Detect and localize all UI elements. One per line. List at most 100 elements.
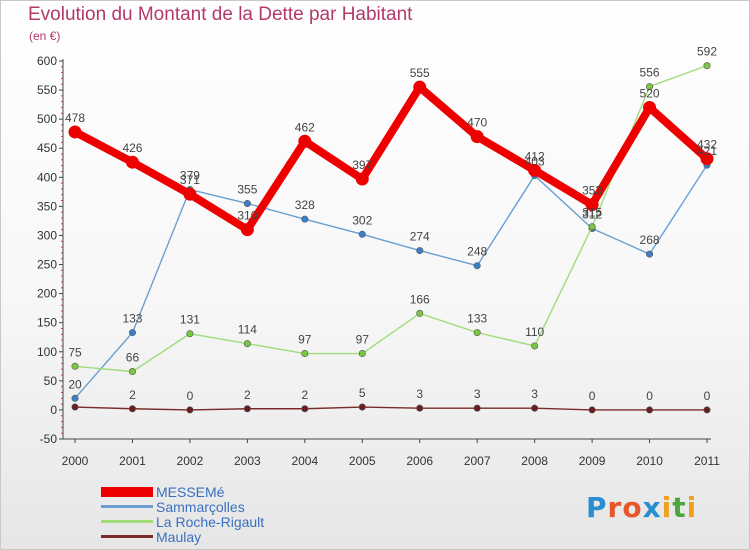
x-tick-label: 2009 — [579, 454, 606, 468]
series-messem- — [68, 80, 714, 237]
series-line — [74, 64, 708, 373]
data-label: 432 — [697, 138, 717, 152]
data-label: 353 — [582, 184, 602, 198]
data-label: 248 — [467, 245, 487, 259]
data-label: 592 — [697, 45, 717, 59]
legend-swatch — [101, 535, 153, 538]
data-label: 470 — [467, 116, 487, 130]
data-label: 110 — [525, 325, 544, 339]
data-point — [358, 403, 366, 411]
data-label: 133 — [467, 312, 487, 326]
series-line — [71, 83, 711, 234]
y-tick-label: 450 — [37, 141, 57, 155]
data-point — [71, 362, 79, 370]
data-label: 462 — [295, 120, 315, 134]
data-label: 555 — [410, 66, 430, 80]
data-point — [71, 403, 79, 411]
data-point — [243, 340, 251, 348]
legend-swatch — [101, 505, 153, 508]
data-label: 426 — [122, 141, 142, 155]
data-label: 2 — [244, 388, 251, 402]
data-point — [473, 262, 481, 270]
x-tick-label: 2010 — [636, 454, 663, 468]
data-point — [413, 80, 427, 94]
logo-letter: t — [672, 491, 687, 524]
logo-letter: i — [686, 491, 698, 524]
y-tick-label: -50 — [40, 432, 58, 446]
data-point — [128, 405, 136, 413]
series-maulay — [71, 403, 711, 414]
x-tick-label: 2002 — [177, 454, 204, 468]
data-label: 556 — [640, 66, 660, 80]
data-label: 310 — [237, 209, 257, 223]
chart-title: Evolution du Montant de la Dette par Hab… — [28, 4, 413, 25]
data-point — [703, 62, 711, 70]
data-point — [301, 215, 309, 223]
data-point — [643, 101, 657, 115]
data-label: 315 — [582, 206, 602, 220]
data-point — [68, 125, 82, 139]
legend-swatch — [101, 487, 153, 497]
data-point — [416, 309, 424, 317]
data-label: 5 — [359, 386, 366, 400]
logo-letter: x — [642, 491, 662, 524]
x-tick-label: 2000 — [62, 454, 89, 468]
proxiti-logo: Proxiti — [586, 491, 697, 524]
y-tick-label: 400 — [37, 170, 57, 184]
data-label: 403 — [525, 155, 545, 169]
data-label: 97 — [298, 333, 312, 347]
data-point — [186, 406, 194, 414]
y-tick-label: 500 — [37, 112, 57, 126]
x-tick-label: 2004 — [291, 454, 318, 468]
logo-letter: P — [586, 491, 608, 524]
legend-item: MESSEMé — [101, 484, 225, 500]
data-point — [416, 404, 424, 412]
data-label: 371 — [180, 173, 200, 187]
data-point — [646, 250, 654, 258]
data-label: 20 — [68, 377, 82, 391]
data-label: 97 — [356, 333, 370, 347]
data-point — [416, 247, 424, 255]
data-label: 328 — [295, 198, 315, 212]
x-tick-label: 2001 — [119, 454, 146, 468]
data-label: 0 — [187, 389, 194, 403]
data-point — [700, 152, 714, 166]
data-point — [243, 199, 251, 207]
data-label: 166 — [410, 292, 430, 306]
data-point — [473, 404, 481, 412]
y-tick-label: 550 — [37, 83, 57, 97]
x-tick-label: 2011 — [694, 454, 720, 468]
data-label: 274 — [410, 230, 430, 244]
data-label: 0 — [646, 389, 653, 403]
data-point — [186, 330, 194, 338]
data-point — [703, 406, 711, 414]
data-label: 133 — [122, 312, 142, 326]
data-label: 2 — [129, 388, 136, 402]
data-point — [240, 223, 254, 237]
data-label: 66 — [126, 351, 140, 365]
data-label: 3 — [416, 387, 423, 401]
x-tick-label: 2005 — [349, 454, 376, 468]
data-label: 3 — [474, 387, 481, 401]
data-label: 421 — [697, 144, 717, 158]
legend-swatch — [101, 520, 153, 523]
y-tick-label: 600 — [37, 54, 57, 68]
data-label: 0 — [589, 389, 596, 403]
logo-letter: r — [607, 491, 623, 524]
legend-label: MESSEMé — [156, 484, 225, 500]
logo-letter: o — [622, 491, 643, 524]
data-point — [301, 350, 309, 358]
data-label: 312 — [582, 207, 602, 221]
data-point — [298, 134, 312, 148]
chart-subtitle: (en €) — [29, 29, 61, 43]
y-tick-label: 250 — [37, 258, 57, 272]
data-label: 520 — [640, 87, 660, 101]
y-tick-label: 0 — [50, 403, 57, 417]
data-label: 478 — [65, 111, 85, 125]
x-tick-label: 2007 — [464, 454, 491, 468]
data-point — [71, 394, 79, 402]
legend-item: La Roche-Rigault — [101, 514, 264, 530]
data-label: 302 — [352, 213, 372, 227]
